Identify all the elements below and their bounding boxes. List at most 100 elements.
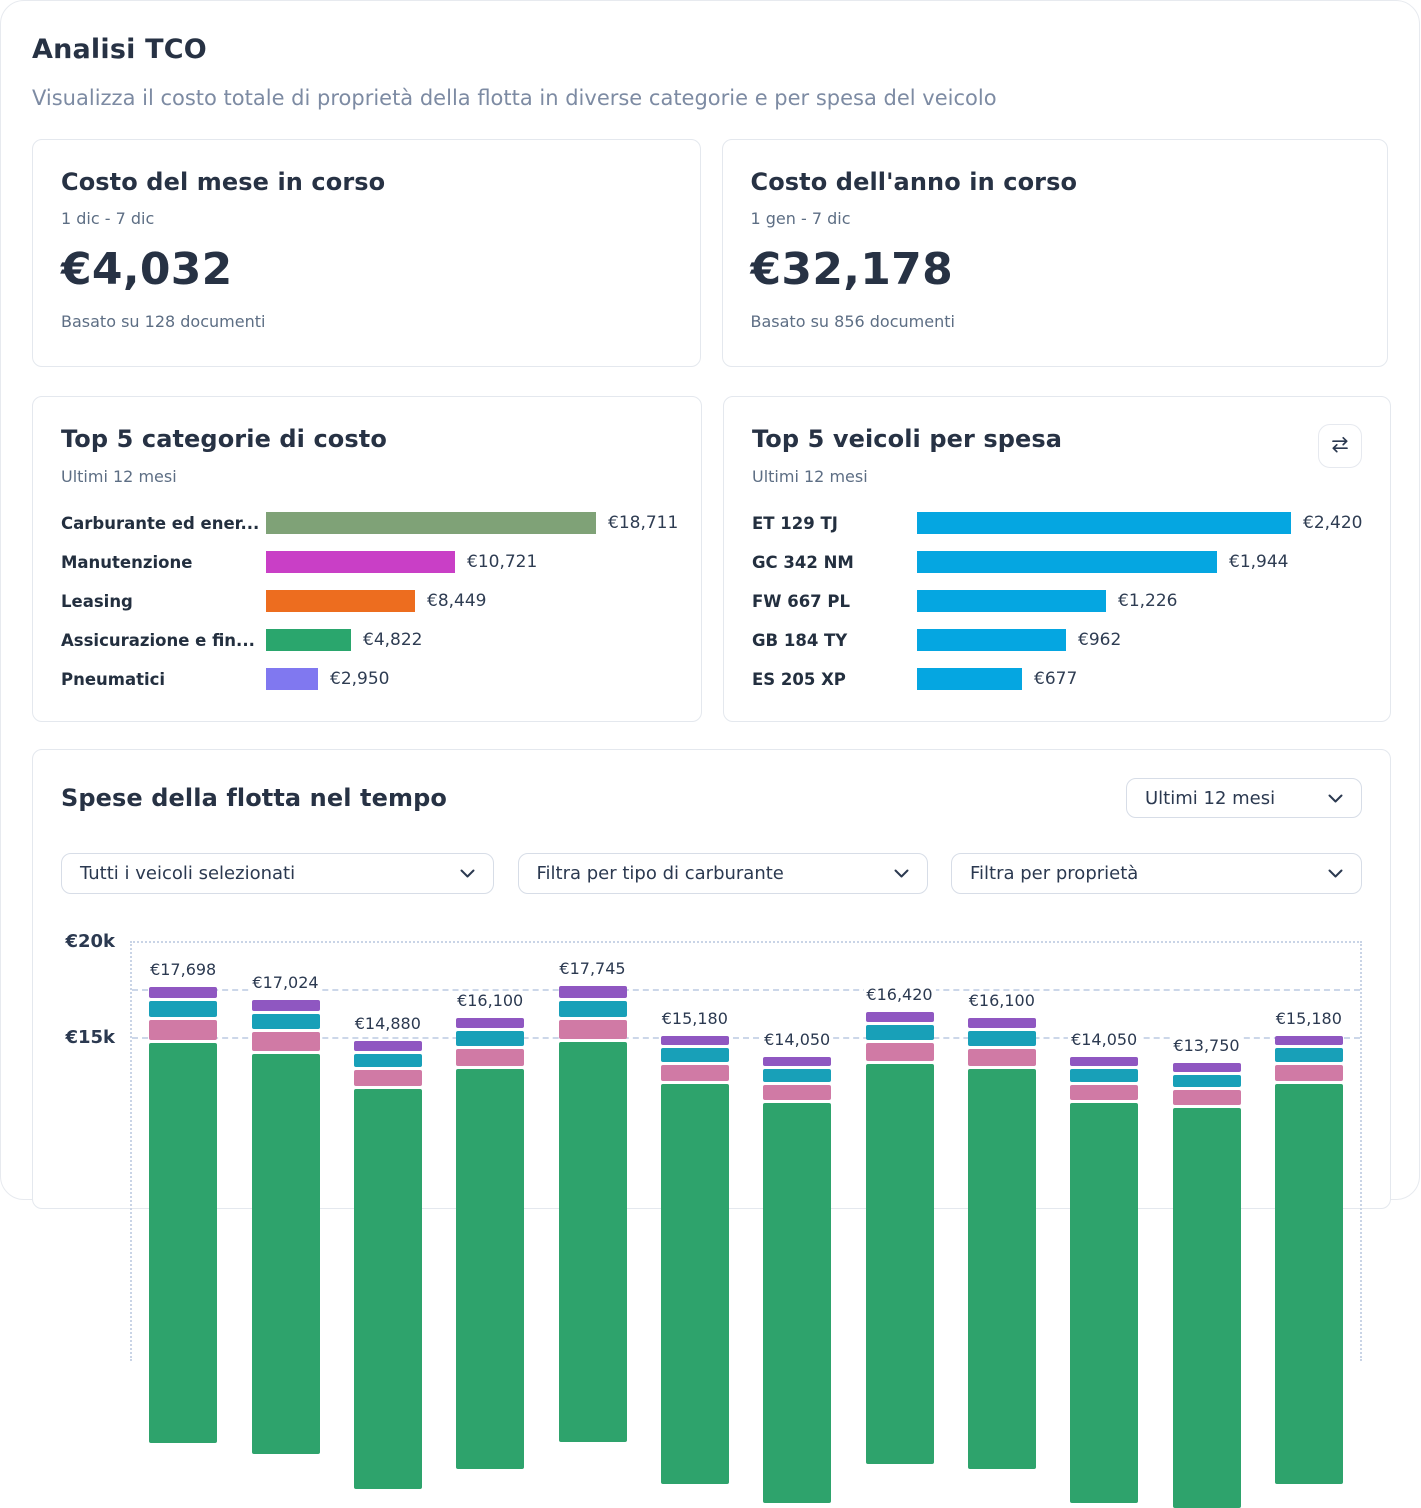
bar-segment (660, 1064, 729, 1082)
month-cost-range: 1 dic - 7 dic (61, 209, 155, 228)
bar-segment (1172, 1074, 1241, 1088)
category-row: Assicurazione e fin... €4,822 (61, 629, 673, 651)
bar-segment (967, 1031, 1036, 1046)
bar-segment (149, 1001, 218, 1018)
fuel-type-filter-select[interactable]: Filtra per tipo di carburante (517, 853, 928, 894)
bar-segment (763, 1103, 832, 1504)
bar-value-label: €17,698 (147, 960, 220, 980)
fleet-filters-row: Tutti i veicoli selezionati Filtra per t… (61, 853, 1362, 894)
bar-value-label: €962 (1078, 630, 1122, 650)
bar-segment (1070, 1057, 1139, 1067)
bar-segment (149, 987, 218, 999)
page-title: Analisi TCO (32, 34, 207, 65)
top-vehicles-title: Top 5 veicoli per spesa (752, 425, 1063, 453)
bar-segment (1274, 1048, 1343, 1062)
bar-value-label: €14,050 (1068, 1030, 1141, 1050)
period-select[interactable]: Ultimi 12 mesi (1126, 778, 1362, 818)
bar-segment (967, 1048, 1036, 1067)
swap-horizontal-icon (1329, 434, 1351, 459)
year-cost-amount: €32,178 (750, 244, 954, 295)
bar (266, 590, 415, 612)
card-fleet-expenses: Spese della flotta nel tempo Ultimi 12 m… (32, 749, 1391, 1508)
card-month-cost: Costo del mese in corso 1 dic - 7 dic €4… (32, 139, 701, 367)
bar-segment (251, 1053, 320, 1454)
bar-value-label: €10,721 (467, 552, 538, 572)
gridline-15000 (132, 1037, 1360, 1039)
chevron-down-icon (1316, 788, 1343, 809)
vehicle-row: GB 184 TY €962 (752, 629, 1362, 651)
bar-value-label: €16,100 (965, 990, 1038, 1010)
top-categories-subtitle: Ultimi 12 mesi (61, 467, 177, 486)
bar-segment (149, 1042, 218, 1443)
vehicle-row: FW 667 PL €1,226 (752, 590, 1362, 612)
bar (917, 668, 1022, 690)
y-axis-tick: €20k (65, 931, 115, 952)
vehicle-row: ES 205 XP €677 (752, 668, 1362, 690)
category-row: Pneumatici €2,950 (61, 668, 673, 690)
vehicle-row: ET 129 TJ €2,420 (752, 512, 1362, 534)
bar-value-label: €15,180 (1272, 1008, 1345, 1028)
bar-segment (1274, 1084, 1343, 1485)
chevron-down-icon (1316, 863, 1343, 884)
bar-segment (251, 1032, 320, 1051)
bar-value-label: €1,944 (1229, 552, 1289, 572)
bar-label: ES 205 XP (752, 669, 846, 689)
year-cost-range: 1 gen - 7 dic (750, 209, 851, 228)
card-top-vehicles: Top 5 veicoli per spesa Ultimi 12 mesi E… (723, 396, 1391, 722)
bar-value-label: €14,050 (761, 1030, 834, 1050)
bar-segment (763, 1084, 832, 1101)
bar-segment (251, 1000, 320, 1011)
bar-segment (763, 1069, 832, 1082)
bar-value-label: €17,024 (249, 973, 322, 993)
bar-value-label: €2,420 (1303, 513, 1363, 533)
kpi-cards-row: Costo del mese in corso 1 dic - 7 dic €4… (32, 139, 1388, 367)
bar-segment (1070, 1084, 1139, 1101)
category-row: Carburante ed ener... €18,711 (61, 512, 678, 534)
top5-cards-row: Top 5 categorie di costo Ultimi 12 mesi … (32, 396, 1391, 722)
month-cost-title: Costo del mese in corso (61, 168, 386, 196)
fleet-expenses-title: Spese della flotta nel tempo (61, 784, 447, 812)
bar-segment (558, 986, 627, 998)
bar-value-label: €14,880 (351, 1014, 424, 1034)
category-row: Leasing €8,449 (61, 590, 673, 612)
bar-label: FW 667 PL (752, 591, 851, 611)
swap-axes-button[interactable] (1318, 424, 1362, 468)
ownership-filter-value: Filtra per proprietà (970, 863, 1139, 884)
bar (266, 629, 351, 651)
top-categories-chart: Carburante ed ener... €18,711 Manutenzione… (61, 512, 678, 690)
bar (917, 590, 1106, 612)
bar-segment (865, 1063, 934, 1464)
card-year-cost: Costo dell'anno in corso 1 gen - 7 dic €… (721, 139, 1388, 367)
bar-segment (456, 1031, 525, 1046)
vehicles-filter-select[interactable]: Tutti i veicoli selezionati (61, 853, 494, 894)
bar-value-label: €4,822 (363, 630, 423, 650)
bar-segment (558, 1000, 627, 1017)
ownership-filter-select[interactable]: Filtra per proprietà (951, 853, 1362, 894)
bar-label: GC 342 NM (752, 552, 854, 572)
top-vehicles-chart: ET 129 TJ €2,420 GC 342 NM €1,944 FW 667 PL €… (752, 512, 1362, 690)
bar-segment (660, 1048, 729, 1062)
bar-segment (1274, 1035, 1343, 1046)
bar-segment (456, 1069, 525, 1470)
bar-segment (353, 1041, 422, 1051)
bar-segment (251, 1013, 320, 1030)
bar-segment (865, 1011, 934, 1023)
bar-segment (660, 1035, 729, 1046)
bar-segment (865, 1042, 934, 1061)
bar-segment (1172, 1063, 1241, 1072)
bar-label: GB 184 TY (752, 630, 848, 650)
bar-value-label: €15,180 (658, 1008, 731, 1028)
gridline-17500 (132, 989, 1360, 991)
bar-value-label: €16,100 (454, 990, 527, 1010)
bar-value-label: €16,420 (863, 984, 936, 1004)
bar-segment (558, 1019, 627, 1039)
bar-segment (353, 1089, 422, 1490)
top-vehicles-subtitle: Ultimi 12 mesi (752, 467, 868, 486)
bar-label: Carburante ed ener... (61, 513, 260, 533)
y-axis-tick: €15k (65, 1027, 115, 1048)
bar-segment (1172, 1108, 1241, 1508)
bar-value-label: €18,711 (608, 513, 679, 533)
bar-segment (456, 1048, 525, 1067)
vehicles-filter-value: Tutti i veicoli selezionati (80, 863, 296, 884)
